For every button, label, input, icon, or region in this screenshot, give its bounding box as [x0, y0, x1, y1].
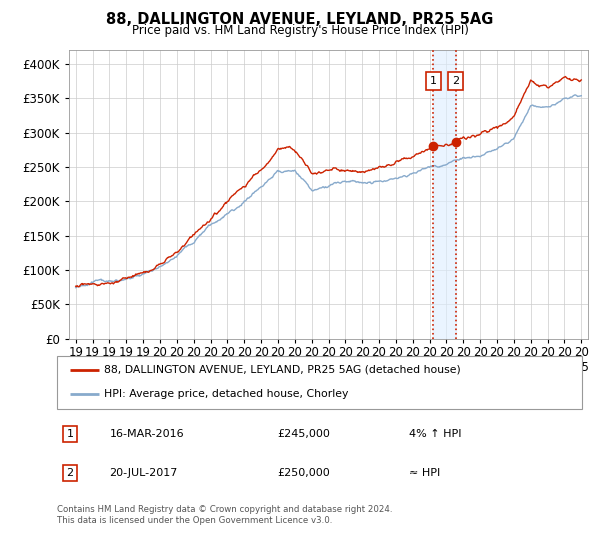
Text: 88, DALLINGTON AVENUE, LEYLAND, PR25 5AG: 88, DALLINGTON AVENUE, LEYLAND, PR25 5AG [106, 12, 494, 27]
Text: £245,000: £245,000 [277, 429, 331, 439]
Text: 1: 1 [67, 429, 74, 439]
Text: 16-MAR-2016: 16-MAR-2016 [110, 429, 184, 439]
Text: 20-JUL-2017: 20-JUL-2017 [110, 468, 178, 478]
Text: 4% ↑ HPI: 4% ↑ HPI [409, 429, 461, 439]
Text: 1: 1 [430, 76, 437, 86]
Text: 2: 2 [452, 76, 459, 86]
Text: 2: 2 [67, 468, 74, 478]
FancyBboxPatch shape [57, 356, 582, 409]
Text: £250,000: £250,000 [277, 468, 330, 478]
Text: HPI: Average price, detached house, Chorley: HPI: Average price, detached house, Chor… [104, 389, 349, 399]
Text: Contains HM Land Registry data © Crown copyright and database right 2024.
This d: Contains HM Land Registry data © Crown c… [57, 505, 392, 525]
Text: Price paid vs. HM Land Registry's House Price Index (HPI): Price paid vs. HM Land Registry's House … [131, 24, 469, 36]
Text: ≈ HPI: ≈ HPI [409, 468, 440, 478]
Text: 88, DALLINGTON AVENUE, LEYLAND, PR25 5AG (detached house): 88, DALLINGTON AVENUE, LEYLAND, PR25 5AG… [104, 365, 461, 375]
Bar [433, 50, 456, 339]
